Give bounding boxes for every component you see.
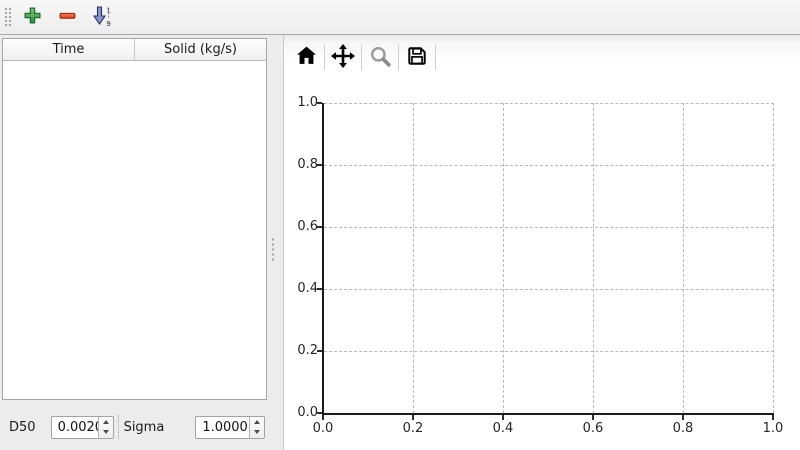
plot-panel: 1.0 0.8 0.6 0.4 0.2 0.0 0.0 0.2 0.4 0.6 …	[284, 35, 800, 450]
x-tick	[592, 415, 594, 420]
x-tick-label: 0.0	[312, 421, 334, 436]
zoom-icon	[369, 45, 391, 70]
x-tick-label: 0.2	[402, 421, 424, 436]
remove-row-button[interactable]	[54, 3, 80, 31]
d50-label: D50	[9, 419, 36, 435]
gridline	[503, 103, 504, 413]
sigma-spin-up[interactable]	[250, 417, 264, 428]
main-toolbar: 1 9	[0, 0, 800, 35]
y-tick-label: 0.8	[297, 157, 318, 172]
svg-text:9: 9	[107, 19, 111, 27]
x-tick-label: 0.6	[582, 421, 604, 436]
x-tick	[772, 415, 774, 420]
panel-splitter-handle[interactable]	[270, 236, 274, 262]
y-tick	[317, 350, 322, 352]
x-tick-label: 1.0	[762, 421, 784, 436]
gridline	[593, 103, 594, 413]
y-tick	[317, 412, 322, 414]
x-tick-label: 0.4	[492, 421, 514, 436]
add-row-button[interactable]	[19, 3, 45, 31]
toolbar-grip-handle[interactable]	[3, 6, 11, 28]
pan-button[interactable]	[327, 42, 359, 72]
y-tick	[317, 288, 322, 290]
plus-icon	[23, 6, 42, 28]
gridline	[324, 227, 774, 228]
sigma-input[interactable]	[196, 416, 250, 438]
y-tick	[317, 226, 322, 228]
y-tick	[317, 164, 322, 166]
y-tick-label: 0.6	[297, 219, 318, 234]
sigma-spin-down[interactable]	[250, 427, 264, 438]
d50-spin-arrows	[97, 416, 113, 438]
y-tick-label: 0.4	[297, 281, 318, 296]
sigma-spinbox	[195, 415, 266, 439]
gridline	[773, 103, 774, 413]
sort-ascending-button[interactable]: 1 9	[89, 3, 115, 31]
x-tick	[502, 415, 504, 420]
gridline	[324, 165, 774, 166]
sigma-label: Sigma	[123, 419, 165, 435]
x-tick	[322, 415, 324, 420]
svg-text:1: 1	[107, 5, 111, 14]
sort-ascending-icon: 1 9	[91, 5, 113, 30]
home-icon	[296, 45, 317, 69]
toolbar-separator	[324, 44, 325, 70]
d50-spin-down[interactable]	[99, 427, 113, 438]
d50-input[interactable]	[51, 416, 98, 438]
x-tick	[412, 415, 414, 420]
distribution-params-row: D50 Sigma	[0, 412, 284, 442]
toolbar-separator	[435, 44, 436, 70]
y-tick-label: 0.2	[297, 343, 318, 358]
save-button[interactable]	[401, 42, 433, 72]
y-tick-label: 0.0	[297, 405, 318, 420]
x-tick-label: 0.8	[672, 421, 694, 436]
gridline	[683, 103, 684, 413]
toolbar-separator	[361, 44, 362, 70]
table-header-row: Time Solid (kg/s)	[3, 39, 266, 61]
zoom-button[interactable]	[364, 42, 396, 72]
d50-spinbox	[50, 415, 114, 439]
series-table: Time Solid (kg/s)	[2, 38, 267, 400]
gridline	[324, 351, 774, 352]
x-tick	[682, 415, 684, 420]
table-body-empty	[3, 61, 266, 399]
d50-spin-up[interactable]	[99, 417, 113, 428]
table-header-time[interactable]: Time	[3, 39, 135, 60]
y-axis-spine	[322, 103, 324, 415]
params-separator	[117, 415, 119, 439]
x-axis-spine	[322, 413, 774, 415]
gridline	[324, 103, 774, 104]
sigma-spin-arrows	[249, 416, 265, 438]
table-header-solid[interactable]: Solid (kg/s)	[164, 42, 237, 57]
gridline	[324, 289, 774, 290]
save-icon	[406, 45, 428, 70]
minus-icon	[58, 6, 77, 28]
toolbar-separator	[398, 44, 399, 70]
pan-icon	[331, 43, 355, 71]
left-panel: Time Solid (kg/s) D50 Sigma	[0, 35, 284, 450]
plot-navigation-toolbar	[284, 35, 800, 79]
gridline	[413, 103, 414, 413]
y-tick-label: 1.0	[297, 95, 318, 110]
y-tick	[317, 102, 322, 104]
home-button[interactable]	[290, 42, 322, 72]
